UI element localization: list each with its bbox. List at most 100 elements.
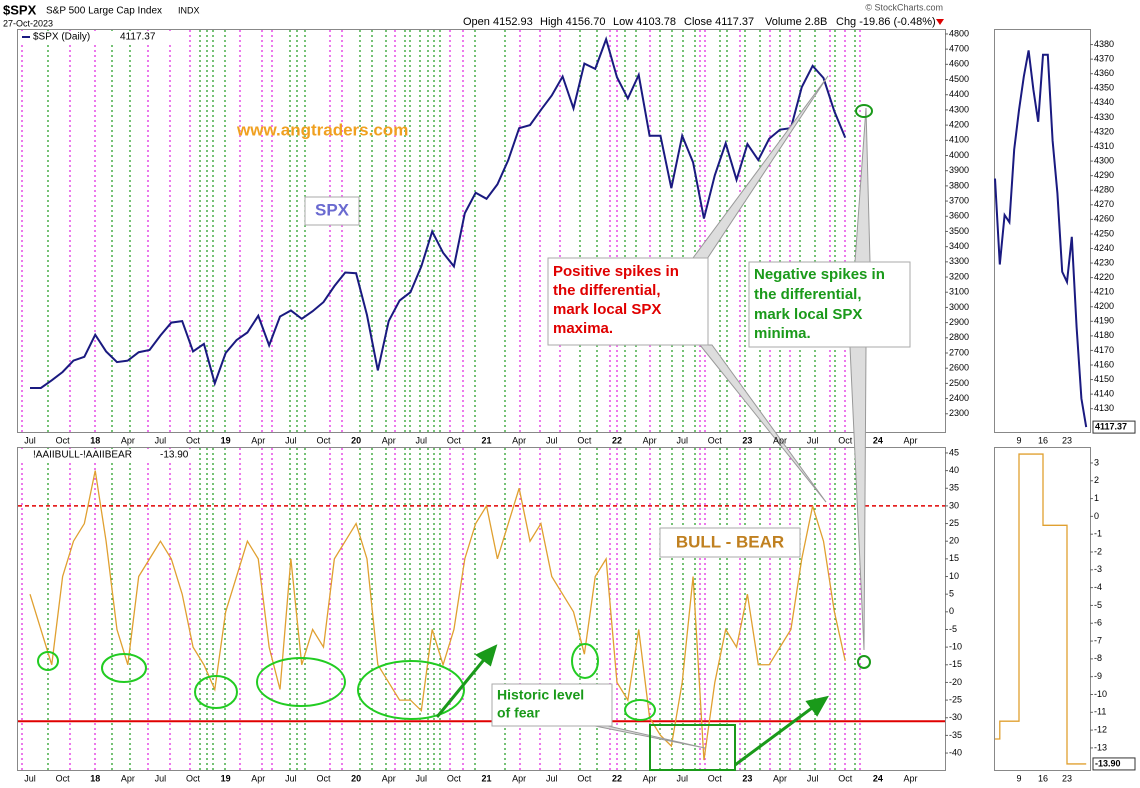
legend-bg <box>20 449 195 461</box>
x-tick-label: 21 <box>482 435 492 445</box>
y-tick-label: 4700 <box>949 44 969 54</box>
y-tick-label: 4290 <box>1094 170 1114 180</box>
date: 27-Oct-2023 <box>3 18 53 28</box>
x-tick-label: Oct <box>186 773 201 783</box>
y-tick-label: 4160 <box>1094 359 1114 369</box>
y-tick-label: 10 <box>949 571 959 581</box>
close: Close 4117.37 <box>684 16 754 28</box>
x-tick-label: 16 <box>1038 435 1048 445</box>
fear-zone <box>649 724 736 771</box>
y-tick-label: 3800 <box>949 180 969 190</box>
side-bottom-frame <box>994 447 1091 771</box>
panel-frames <box>17 29 1091 771</box>
x-tick-label: Oct <box>447 435 462 445</box>
x-tick-label: Apr <box>773 435 787 445</box>
y-tick-label: 4600 <box>949 59 969 69</box>
y-tick-label: 4350 <box>1094 83 1114 93</box>
x-tick-label: Jul <box>155 435 167 445</box>
circle <box>194 675 238 709</box>
x-tick-label: 20 <box>351 773 361 783</box>
y-tick-label: 3500 <box>949 226 969 236</box>
circle <box>571 643 599 679</box>
negative-line: mark local SPX <box>754 306 862 323</box>
y-tick-label: 3000 <box>949 302 969 312</box>
y-tick-label: -20 <box>949 677 962 687</box>
x-tick-label: Apr <box>251 773 265 783</box>
x-tick-label: 24 <box>873 435 883 445</box>
y-tick-label: 5 <box>949 589 954 599</box>
fear-line: Historic level <box>497 687 584 703</box>
y-tick-label: 4270 <box>1094 199 1114 209</box>
fear-box <box>491 683 613 727</box>
y-tick-label: 3200 <box>949 271 969 281</box>
y-tick-label: 4250 <box>1094 228 1114 238</box>
website: www.angtraders.com <box>236 120 408 139</box>
legend-bg <box>20 31 172 43</box>
negative-box <box>748 261 911 348</box>
y-tick-label: 4200 <box>1094 301 1114 311</box>
y-tick-label: 4380 <box>1094 39 1114 49</box>
x-tick-label: Jul <box>676 435 688 445</box>
fear-line: of fear <box>497 705 540 721</box>
y-tick-label: 4360 <box>1094 68 1114 78</box>
y-tick-label: 4300 <box>1094 155 1114 165</box>
y-tick-label: 4220 <box>1094 272 1114 282</box>
circle <box>37 651 59 671</box>
x-tick-label: Apr <box>121 773 135 783</box>
side-top-frame <box>994 29 1091 433</box>
cycle-lines <box>21 30 861 770</box>
pointer <box>854 107 871 263</box>
last-value-box <box>1092 757 1136 771</box>
y-tick-label: -2 <box>1094 546 1102 556</box>
highlights <box>37 104 873 771</box>
x-tick-label: 9 <box>1016 435 1021 445</box>
circle <box>855 104 873 118</box>
x-tick-label: Oct <box>708 773 723 783</box>
x-tick-label: 24 <box>873 773 883 783</box>
x-tick-label: Apr <box>903 773 917 783</box>
y-tick-label: 3600 <box>949 211 969 221</box>
x-tick-label: Oct <box>56 773 71 783</box>
y-tick-label: 4340 <box>1094 97 1114 107</box>
x-tick-label: 16 <box>1038 773 1048 783</box>
spx-label: SPX <box>315 200 350 219</box>
y-tick-label: 3300 <box>949 256 969 266</box>
y-tick-label: 4200 <box>949 119 969 129</box>
bull-bear-label: BULL - BEAR <box>676 532 784 551</box>
x-tick-label: Jul <box>546 435 558 445</box>
y-tick-label: 1 <box>1094 493 1099 503</box>
y-tick-label: 2600 <box>949 363 969 373</box>
y-tick-label: 2300 <box>949 408 969 418</box>
arrow-shaft <box>435 655 489 718</box>
y-tick-label: 20 <box>949 536 959 546</box>
symbol: $SPX <box>3 2 37 17</box>
y-tick-label: -25 <box>949 694 962 704</box>
y-tick-label: -1 <box>1094 529 1102 539</box>
y-tick-label: -8 <box>1094 653 1102 663</box>
y-tick-label: -5 <box>949 624 957 634</box>
x-tick-label: 22 <box>612 773 622 783</box>
arrow-shaft <box>734 703 817 767</box>
x-tick-label: Jul <box>24 435 36 445</box>
x-tick-label: 19 <box>221 773 231 783</box>
y-tick-label: 4210 <box>1094 287 1114 297</box>
y-tick-label: 4400 <box>949 89 969 99</box>
x-tick-label: Oct <box>186 435 201 445</box>
x-tick-label: 20 <box>351 435 361 445</box>
y-tick-label: 4130 <box>1094 403 1114 413</box>
x-tick-label: Jul <box>416 773 428 783</box>
last-value: -13.90 <box>1095 758 1121 768</box>
lower-panel-frame <box>17 447 946 771</box>
open: Open 4152.93 <box>463 16 533 28</box>
y-tick-label: 3700 <box>949 195 969 205</box>
series-line <box>994 50 1088 428</box>
legend-label: $SPX (Daily) <box>33 32 90 43</box>
y-tick-label: -13 <box>1094 742 1107 752</box>
y-tick-label: -4 <box>1094 582 1102 592</box>
last-value: 4117.37 <box>1095 421 1127 431</box>
y-tick-label: 4260 <box>1094 214 1114 224</box>
y-tick-label: 4310 <box>1094 141 1114 151</box>
bull-bear-box <box>659 527 801 558</box>
y-tick-label: 25 <box>949 518 959 528</box>
x-tick-label: Jul <box>546 773 558 783</box>
